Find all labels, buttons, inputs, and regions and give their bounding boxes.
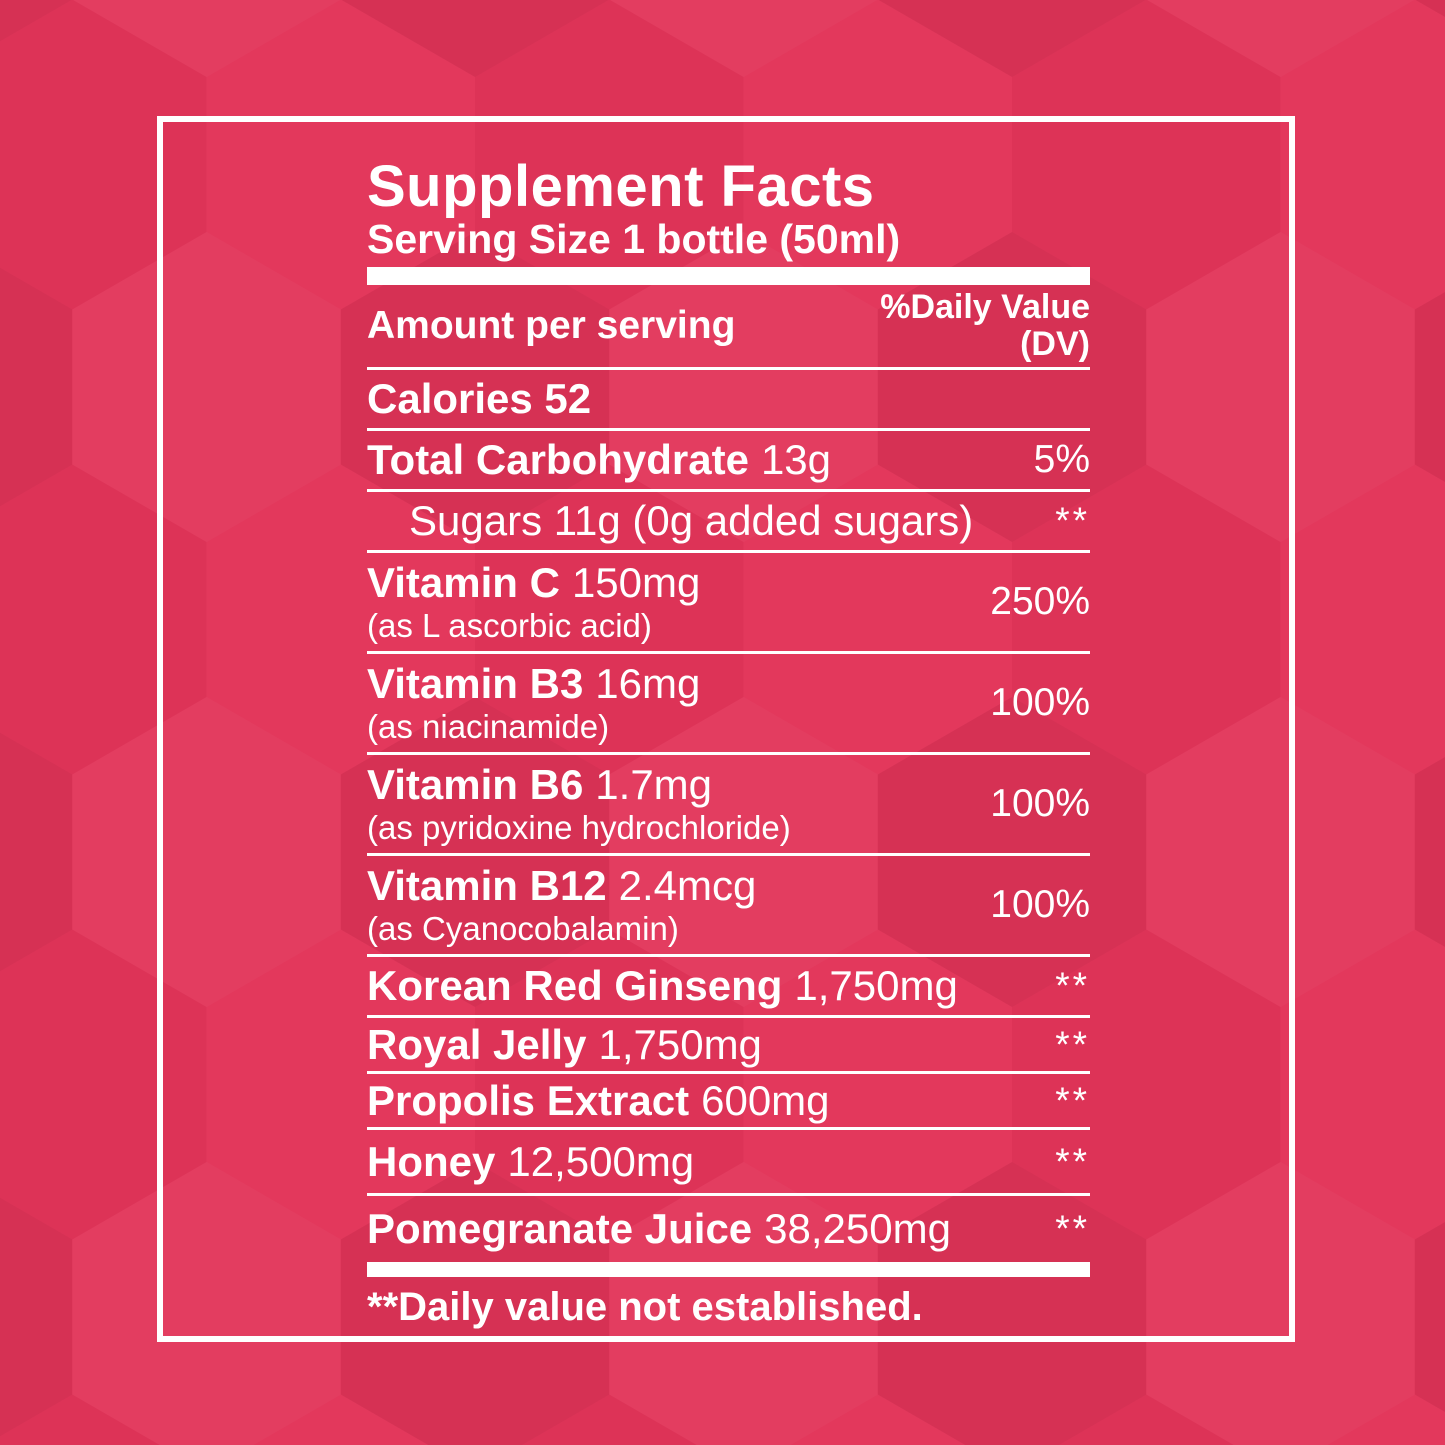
nutrient-name: Pomegranate Juice: [367, 1205, 753, 1252]
bottom-thick-divider: [367, 1262, 1090, 1277]
row-propolis-extract: Propolis Extract 600mg **: [367, 1074, 1090, 1130]
daily-value-header-line1: %Daily Value: [880, 288, 1090, 326]
nutrient-name: Propolis Extract: [367, 1076, 690, 1124]
nutrient-amount: 1,750mg: [794, 962, 958, 1009]
daily-value: **: [1055, 1079, 1090, 1121]
nutrient-name: Total Carbohydrate: [367, 436, 749, 483]
daily-value: **: [1055, 965, 1090, 1006]
nutrient-amount: 1.7mg: [595, 761, 713, 808]
nutrient-amount: 38,250mg: [764, 1205, 951, 1252]
nutrient-name: Korean Red Ginseng: [367, 962, 783, 1009]
daily-value: 5%: [1033, 438, 1090, 481]
nutrient-amount: 16mg: [595, 660, 701, 707]
nutrient-amount: 2.4mcg: [618, 862, 757, 909]
daily-value: 250%: [990, 580, 1090, 623]
nutrient-amount: 12,500mg: [507, 1137, 695, 1185]
nutrient-amount: 600mg: [701, 1076, 830, 1124]
nutrient-name: Royal Jelly: [367, 1020, 587, 1068]
nutrient-amount: 13g: [760, 436, 832, 483]
footnote: **Daily value not established.: [367, 1285, 923, 1329]
row-vitamin-c: Vitamin C 150mg (as L ascorbic acid) 250%: [367, 553, 1090, 654]
serving-size: Serving Size 1 bottle (50ml): [367, 216, 901, 262]
amount-per-serving-label: Amount per serving: [367, 304, 736, 347]
nutrient-name: Vitamin B12: [367, 862, 607, 909]
nutrient-name: Calories 52: [367, 375, 592, 422]
nutrient-name: Vitamin B3: [367, 660, 584, 707]
row-korean-red-ginseng: Korean Red Ginseng 1,750mg **: [367, 957, 1090, 1018]
daily-value: **: [1055, 1023, 1090, 1065]
row-royal-jelly: Royal Jelly 1,750mg **: [367, 1018, 1090, 1074]
daily-value: 100%: [990, 782, 1090, 825]
row-sugars: Sugars 11g (0g added sugars) **: [367, 492, 1090, 553]
supplement-facts-panel: Supplement Facts Serving Size 1 bottle (…: [157, 116, 1295, 1342]
nutrient-form: (as L ascorbic acid): [367, 607, 652, 644]
row-calories: Calories 52: [367, 370, 1090, 431]
nutrient-form: (as pyridoxine hydrochloride): [367, 809, 791, 846]
daily-value: 100%: [990, 681, 1090, 724]
nutrient-amount: 1,750mg: [598, 1020, 762, 1068]
row-pomegranate-juice: Pomegranate Juice 38,250mg **: [367, 1196, 1090, 1262]
page-title: Supplement Facts: [367, 154, 875, 219]
row-vitamin-b6: Vitamin B6 1.7mg (as pyridoxine hydrochlo…: [367, 755, 1090, 856]
nutrient-form: (as niacinamide): [367, 708, 610, 745]
row-honey: Honey 12,500mg **: [367, 1130, 1090, 1196]
nutrient-amount: Sugars 11g (0g added sugars): [409, 497, 974, 544]
daily-value-header-line2: (DV): [1020, 325, 1090, 363]
nutrient-form: (as Cyanocobalamin): [367, 910, 679, 947]
daily-value: **: [1055, 1140, 1090, 1182]
nutrient-amount: 150mg: [571, 559, 701, 606]
nutrient-name: Honey: [367, 1137, 496, 1185]
daily-value: 100%: [990, 883, 1090, 926]
row-total-carbohydrate: Total Carbohydrate 13g 5%: [367, 431, 1090, 492]
daily-value-header: %Daily Value (DV): [880, 289, 1090, 363]
top-thick-divider: [367, 267, 1090, 285]
daily-value: **: [1055, 500, 1090, 541]
daily-value: **: [1055, 1208, 1090, 1249]
row-vitamin-b12: Vitamin B12 2.4mcg (as Cyanocobalamin) 10…: [367, 856, 1090, 957]
nutrient-name: Vitamin C: [367, 559, 560, 606]
column-header-row: Amount per serving %Daily Value (DV): [367, 285, 1090, 370]
row-vitamin-b3: Vitamin B3 16mg (as niacinamide) 100%: [367, 654, 1090, 755]
nutrient-name: Vitamin B6: [367, 761, 584, 808]
